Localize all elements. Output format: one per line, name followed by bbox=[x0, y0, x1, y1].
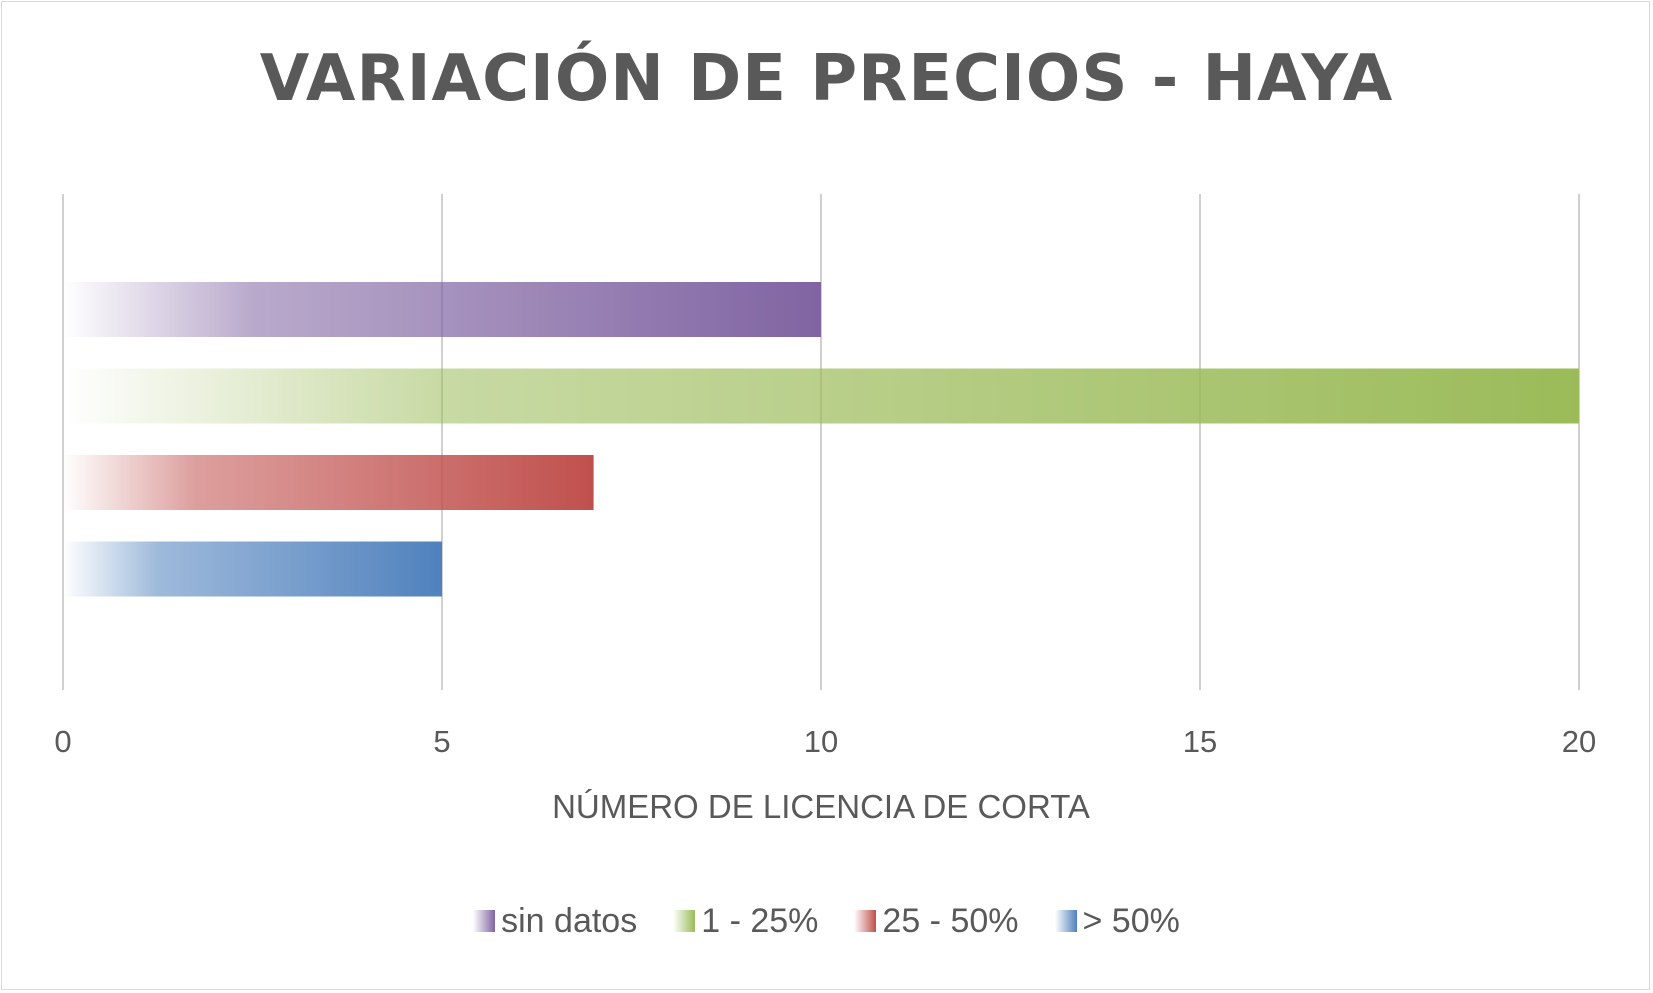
legend-item: > 50% bbox=[1054, 901, 1180, 941]
legend-label: 25 - 50% bbox=[882, 901, 1019, 940]
legend-item: 25 - 50% bbox=[854, 901, 1019, 941]
x-tick-labels: 0 5 10 15 20 bbox=[54, 724, 1596, 759]
legend-item: 1 - 25% bbox=[673, 902, 818, 941]
x-tick-label: 20 bbox=[1562, 724, 1596, 759]
bar-2 bbox=[63, 455, 594, 510]
x-axis-label: NÚMERO DE LICENCIA DE CORTA bbox=[552, 788, 1090, 825]
x-tick-label: 10 bbox=[804, 724, 838, 759]
legend-swatch bbox=[1054, 909, 1077, 932]
x-tick-label: 0 bbox=[54, 724, 71, 759]
legend-swatch bbox=[854, 909, 877, 932]
legend-label: > 50% bbox=[1082, 901, 1180, 940]
x-tick-label: 15 bbox=[1183, 724, 1217, 759]
bar-3 bbox=[63, 541, 442, 597]
bar-1 bbox=[63, 368, 1579, 424]
bar-0 bbox=[63, 282, 821, 337]
legend: sin datos 1 - 25% 25 - 50% > 50% bbox=[0, 900, 1653, 941]
chart-title: VARIACIÓN DE PRECIOS - HAYA bbox=[259, 42, 1394, 116]
legend-label: sin datos bbox=[501, 901, 638, 940]
legend-item: sin datos bbox=[473, 902, 637, 941]
x-tick-label: 5 bbox=[433, 724, 450, 759]
bars bbox=[63, 282, 1579, 597]
legend-label: 1 - 25% bbox=[701, 901, 819, 940]
legend-swatch bbox=[673, 909, 696, 932]
gridlines bbox=[62, 194, 1580, 690]
legend-swatch bbox=[473, 909, 496, 932]
